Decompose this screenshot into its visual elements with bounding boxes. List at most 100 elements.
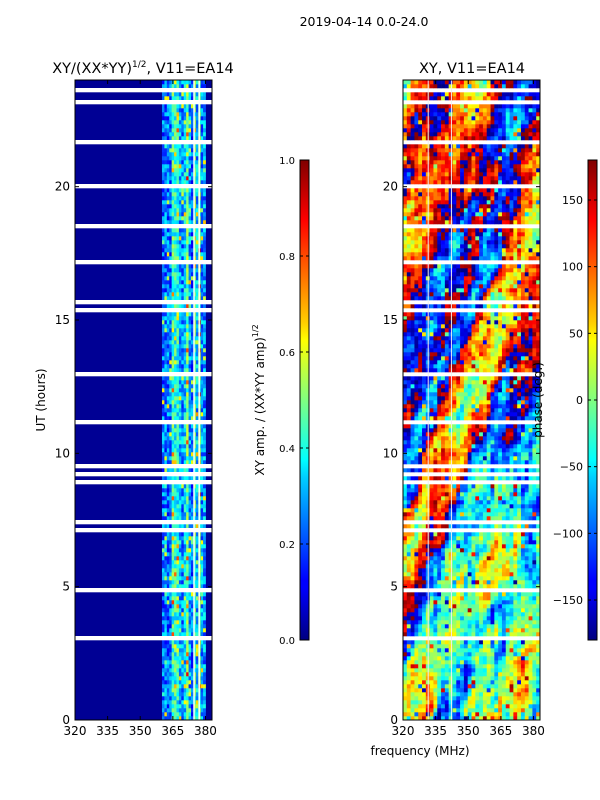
amplitude-cell [181,688,185,693]
amplitude-cell [193,108,197,113]
amplitude-cell [183,236,187,241]
amplitude-cell [174,596,177,601]
amplitude-cell [169,332,173,337]
amplitude-cell [176,604,180,609]
phase-cell [471,672,476,677]
phase-cell [403,628,408,633]
amplitude-cell [183,96,187,101]
amplitude-cell [166,228,170,233]
amplitude-cell [169,524,173,529]
phase-cell [513,696,518,701]
phase-cell [410,704,415,709]
phase-cell [501,500,507,505]
amplitude-cell [186,332,189,337]
amplitude-cell [178,296,182,301]
phase-cell [513,540,518,545]
phase-cell [410,632,415,637]
amplitude-cell [176,92,180,97]
phase-cell [460,708,465,713]
phase-cell [501,696,507,701]
phase-cell [471,504,476,509]
amplitude-cell [195,532,199,537]
amplitude-cell [181,152,185,157]
amplitude-cell [161,292,165,297]
amplitude-cell [193,212,197,217]
amplitude-cell [166,344,170,349]
phase-cell [524,656,529,661]
amplitude-cell [178,628,182,633]
amplitude-cell [178,160,182,165]
phase-cell [528,496,533,501]
phase-cell [532,484,537,489]
amplitude-cell [174,680,177,685]
phase-cell [490,552,495,557]
amplitude-cell [161,624,165,629]
amplitude-cell [171,132,175,137]
amplitude-cell [195,352,199,357]
amplitude-cell [174,704,177,709]
amplitude-cell [164,272,168,277]
phase-cell [406,476,411,481]
amplitude-cell [164,220,168,225]
phase-cell [460,608,465,613]
amplitude-cell [178,512,182,517]
amplitude-cell [181,340,185,345]
phase-cell [460,488,465,493]
amplitude-cell [183,632,187,637]
phase-cell [517,648,522,653]
phase-cell [498,492,503,497]
amplitude-cell [176,356,180,361]
phase-cell [414,708,419,713]
amplitude-cell [178,408,182,413]
amplitude-cell [178,200,182,205]
phase-cell [520,540,526,545]
phase-cell [532,544,537,549]
amplitude-cell [190,176,194,181]
amplitude-cell [193,644,197,649]
phase-cell [441,668,446,673]
amplitude-cell [203,452,206,457]
amplitude-cell [164,660,168,665]
amplitude-cell [174,280,177,285]
phase-cell [418,656,423,661]
amplitude-cell [161,276,165,281]
amplitude-cell [171,428,175,433]
amplitude-cell [186,256,189,261]
phase-cell [422,532,427,537]
x-tick-label: 320 [64,724,87,738]
amplitude-cell [203,108,206,113]
phase-cell [441,500,446,505]
phase-cell [513,688,518,693]
amplitude-cell [164,236,168,241]
phase-cell [403,688,408,693]
amplitude-cell [164,600,168,605]
phase-cell [486,688,491,693]
amplitude-cell [164,436,168,441]
phase-cell [406,676,411,681]
amplitude-cell [178,668,182,673]
phase-cell [471,700,476,705]
phase-cell [536,584,540,589]
amplitude-cell [195,576,199,581]
amplitude-cell [174,120,177,125]
phase-cell [444,708,449,713]
amplitude-cell [161,160,165,165]
phase-cell [410,652,415,657]
phase-cell [410,492,415,497]
amplitude-cell [193,696,197,701]
phase-cell [498,716,503,720]
amplitude-cell [164,708,168,713]
amplitude-cell [193,148,197,153]
phase-cell [460,648,465,653]
amplitude-cell [161,504,165,509]
phase-cell [486,660,491,665]
amplitude-cell [178,384,182,389]
amplitude-cell [176,148,180,153]
amplitude-cell [186,128,189,133]
phase-cell [528,716,533,720]
amplitude-cell [183,656,187,661]
phase-cell [429,676,434,681]
amplitude-cell [183,212,187,217]
phase-cell [467,688,472,693]
phase-cell [501,580,507,585]
